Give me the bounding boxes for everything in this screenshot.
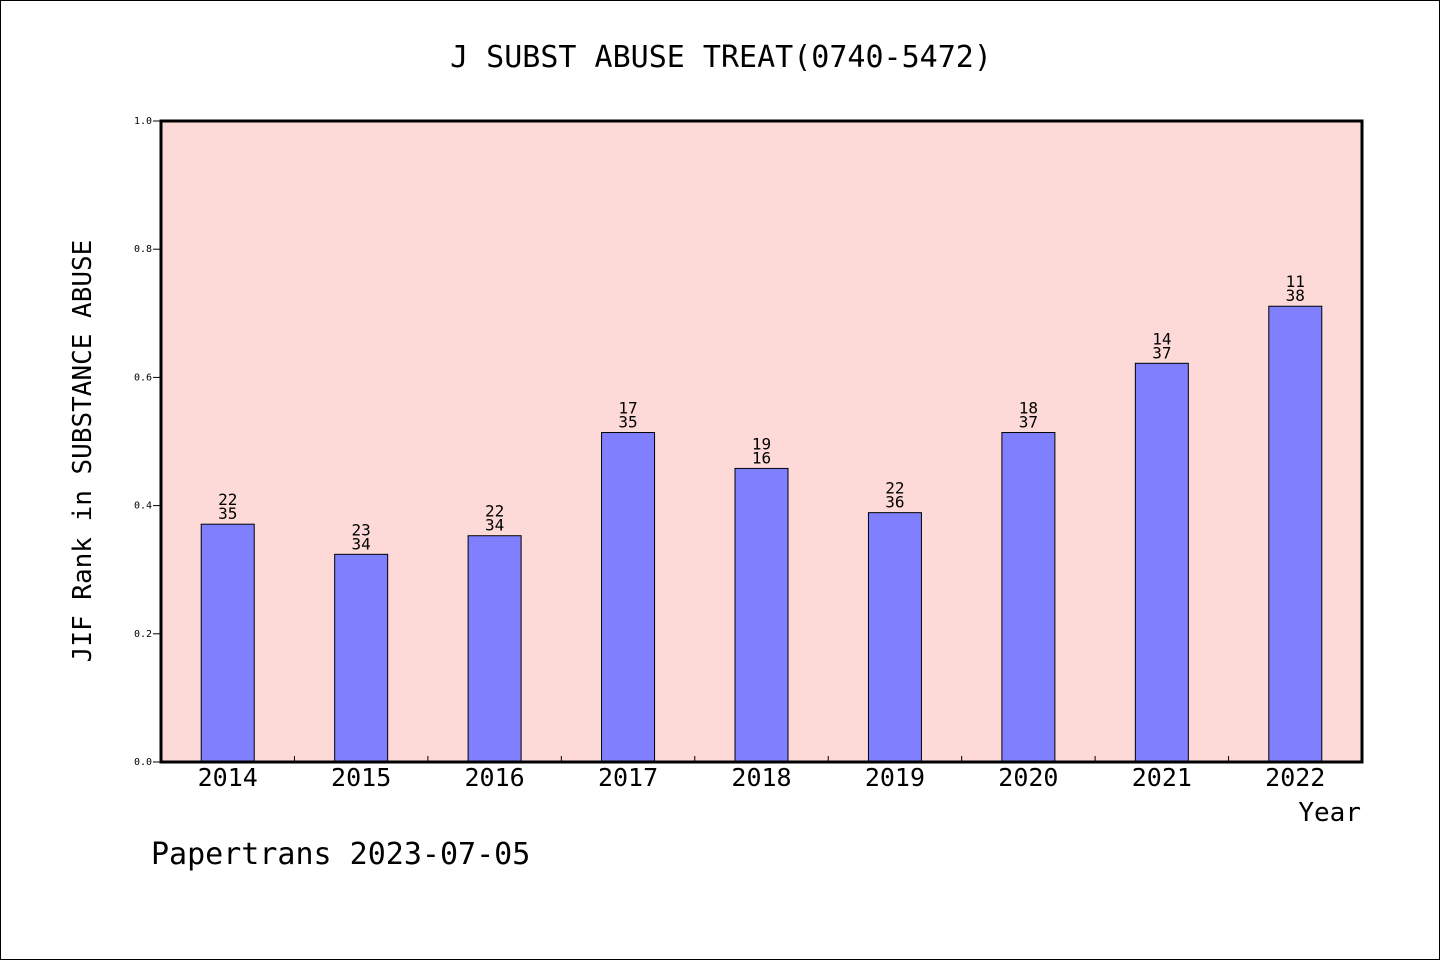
bar-label-bottom: 35 bbox=[218, 504, 237, 523]
bar-2014 bbox=[200, 523, 255, 763]
bar-label-top: 22 bbox=[885, 479, 904, 498]
bar-2015 bbox=[334, 553, 389, 763]
bar-label-top: 22 bbox=[218, 490, 237, 509]
bar-label-bottom: 37 bbox=[1019, 413, 1038, 432]
footer-text: Papertrans 2023-07-05 bbox=[151, 837, 530, 872]
bar-label-bottom: 36 bbox=[885, 493, 904, 512]
bar-label-top: 19 bbox=[752, 434, 771, 453]
bar-label-top: 14 bbox=[1152, 329, 1171, 348]
x-tick-label: 2017 bbox=[598, 763, 658, 792]
chart-title: J SUBST ABUSE TREAT(0740-5472) bbox=[450, 40, 992, 75]
x-tick-label: 2016 bbox=[465, 763, 525, 792]
bar-label-top: 18 bbox=[1019, 399, 1038, 418]
x-axis-label: Year bbox=[1298, 798, 1361, 828]
y-tick-label: 0.4 bbox=[134, 501, 152, 512]
bar-label-top: 11 bbox=[1286, 272, 1305, 291]
bar-2019 bbox=[867, 512, 922, 763]
y-tick-label: 0.0 bbox=[134, 757, 152, 768]
bar-2017 bbox=[601, 432, 656, 763]
bar-label-top: 23 bbox=[352, 520, 371, 539]
bar-2022 bbox=[1268, 305, 1323, 763]
bar-2020 bbox=[1001, 432, 1056, 763]
bar-2018 bbox=[734, 467, 789, 763]
x-tick-label: 2022 bbox=[1265, 763, 1325, 792]
y-tick-label: 0.2 bbox=[134, 629, 152, 640]
y-axis: 0.0 0.2 0.4 0.6 0.8 1.0 bbox=[134, 116, 161, 768]
bar-label-bottom: 34 bbox=[352, 534, 371, 553]
bar-label-bottom: 37 bbox=[1152, 343, 1171, 362]
x-tick-label: 2019 bbox=[865, 763, 925, 792]
y-axis-label: JIF Rank in SUBSTANCE ABUSE bbox=[68, 240, 98, 663]
plot-border bbox=[159, 119, 1364, 764]
y-tick-label: 1.0 bbox=[134, 116, 152, 127]
x-axis: 2014 2015 2016 2017 2018 2019 2020 2021 2022 bbox=[198, 756, 1325, 792]
bar-label-bottom: 16 bbox=[752, 448, 771, 467]
bar-label-top: 17 bbox=[618, 399, 637, 418]
bar-label-bottom: 35 bbox=[618, 413, 637, 432]
bar-label-bottom: 38 bbox=[1286, 286, 1305, 305]
x-tick-label: 2014 bbox=[198, 763, 258, 792]
x-tick-label: 2021 bbox=[1132, 763, 1192, 792]
bar-2016 bbox=[467, 535, 522, 763]
y-tick-label: 0.6 bbox=[134, 372, 152, 383]
x-tick-label: 2020 bbox=[998, 763, 1058, 792]
y-tick-label: 0.8 bbox=[134, 244, 152, 255]
bar-2021 bbox=[1134, 362, 1189, 763]
bar-label-bottom: 34 bbox=[485, 516, 504, 535]
bar-label-top: 22 bbox=[485, 502, 504, 521]
x-tick-label: 2015 bbox=[331, 763, 391, 792]
x-tick-label: 2018 bbox=[731, 763, 791, 792]
